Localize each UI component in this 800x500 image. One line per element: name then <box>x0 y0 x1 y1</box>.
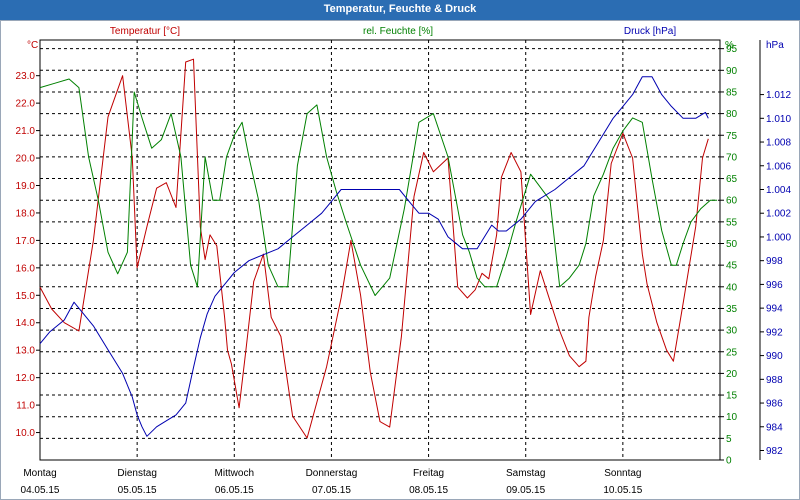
x-tick-day-name: Mittwoch <box>215 468 254 479</box>
humidity-tick-label: 10 <box>726 412 738 423</box>
pressure-tick-label: 1.006 <box>766 161 791 172</box>
pressure-series-line <box>39 76 709 437</box>
temperature-tick-label: 22.0 <box>16 99 36 110</box>
pressure-tick-label: 996 <box>766 280 783 291</box>
humidity-tick-label: 50 <box>726 239 738 250</box>
x-tick-date: 08.05.15 <box>409 485 448 496</box>
temperature-tick-label: 19.0 <box>16 181 36 192</box>
humidity-tick-label: 45 <box>726 261 738 272</box>
pressure-tick-label: 1.008 <box>766 138 791 149</box>
pressure-tick-label: 1.012 <box>766 90 791 101</box>
x-tick-day-name: Sonntag <box>604 468 641 479</box>
pressure-tick-label: 994 <box>766 304 783 315</box>
humidity-tick-label: 0 <box>726 456 732 467</box>
pressure-tick-label: 1.002 <box>766 209 791 220</box>
x-tick-day-name: Dienstag <box>117 468 156 479</box>
humidity-tick-label: 65 <box>726 174 738 185</box>
series-lines <box>39 58 718 439</box>
temperature-tick-label: 21.0 <box>16 126 36 137</box>
temperature-tick-label: 18.0 <box>16 208 36 219</box>
temperature-tick-label: 11.0 <box>16 401 35 412</box>
x-tick-day-name: Montag <box>23 468 56 479</box>
x-tick-day-name: Freitag <box>413 468 444 479</box>
humidity-tick-label: 85 <box>726 87 738 98</box>
pressure-tick-label: 1.004 <box>766 185 791 196</box>
x-tick-date: 04.05.15 <box>21 485 60 496</box>
temperature-tick-label: 13.0 <box>16 346 36 357</box>
humidity-tick-label: 30 <box>726 326 738 337</box>
humidity-tick-label: 75 <box>726 131 738 142</box>
pressure-tick-label: 1.000 <box>766 232 791 243</box>
humidity-tick-label: 90 <box>726 66 738 77</box>
humidity-series-line <box>39 78 718 296</box>
x-tick-date: 07.05.15 <box>312 485 351 496</box>
temperature-tick-label: 10.0 <box>16 428 36 439</box>
humidity-tick-label: 60 <box>726 196 738 207</box>
temperature-tick-label: 20.0 <box>16 154 36 165</box>
pressure-tick-label: 986 <box>766 399 783 410</box>
plot-border <box>39 39 721 461</box>
humidity-tick-label: 40 <box>726 282 738 293</box>
humidity-tick-label: 95 <box>726 44 738 55</box>
pressure-tick-label: 998 <box>766 256 783 267</box>
pressure-tick-label: 992 <box>766 327 783 338</box>
humidity-tick-label: 25 <box>726 347 738 358</box>
x-tick-date: 09.05.15 <box>506 485 545 496</box>
axes: Temperatur [°C] rel. Feuchte [%] Druck [… <box>16 26 792 496</box>
temperature-tick-label: 14.0 <box>16 318 36 329</box>
x-tick-date: 10.05.15 <box>603 485 642 496</box>
grid <box>39 39 721 461</box>
x-tick-date: 06.05.15 <box>215 485 254 496</box>
temperature-tick-label: 12.0 <box>16 373 36 384</box>
humidity-tick-label: 70 <box>726 152 738 163</box>
window-title: Temperatur, Feuchte & Druck <box>0 0 800 20</box>
pressure-tick-label: 984 <box>766 422 783 433</box>
x-tick-day-name: Samstag <box>506 468 545 479</box>
humidity-tick-label: 55 <box>726 217 738 228</box>
x-tick-date: 05.05.15 <box>118 485 157 496</box>
pressure-axis-title: Druck [hPa] <box>624 26 676 37</box>
temperature-series-line <box>39 58 709 439</box>
temperature-tick-label: 17.0 <box>16 236 36 247</box>
humidity-axis-title: rel. Feuchte [%] <box>363 26 433 37</box>
humidity-tick-label: 80 <box>726 109 738 120</box>
pressure-tick-label: 990 <box>766 351 783 362</box>
humidity-tick-label: 5 <box>726 434 732 445</box>
pressure-unit-label: hPa <box>766 40 784 51</box>
humidity-tick-label: 20 <box>726 369 738 380</box>
temperature-axis-title: Temperatur [°C] <box>110 26 180 37</box>
temperature-tick-label: 23.0 <box>16 71 36 82</box>
pressure-tick-label: 988 <box>766 375 783 386</box>
temperature-tick-label: 16.0 <box>16 263 36 274</box>
temperature-tick-label: 15.0 <box>16 291 36 302</box>
x-tick-day-name: Donnerstag <box>306 468 358 479</box>
humidity-tick-label: 35 <box>726 304 738 315</box>
pressure-tick-label: 982 <box>766 446 783 457</box>
humidity-tick-label: 15 <box>726 391 738 402</box>
pressure-tick-label: 1.010 <box>766 114 791 125</box>
temperature-unit-label: °C <box>27 40 38 51</box>
humidity-unit-label: % <box>725 40 734 51</box>
